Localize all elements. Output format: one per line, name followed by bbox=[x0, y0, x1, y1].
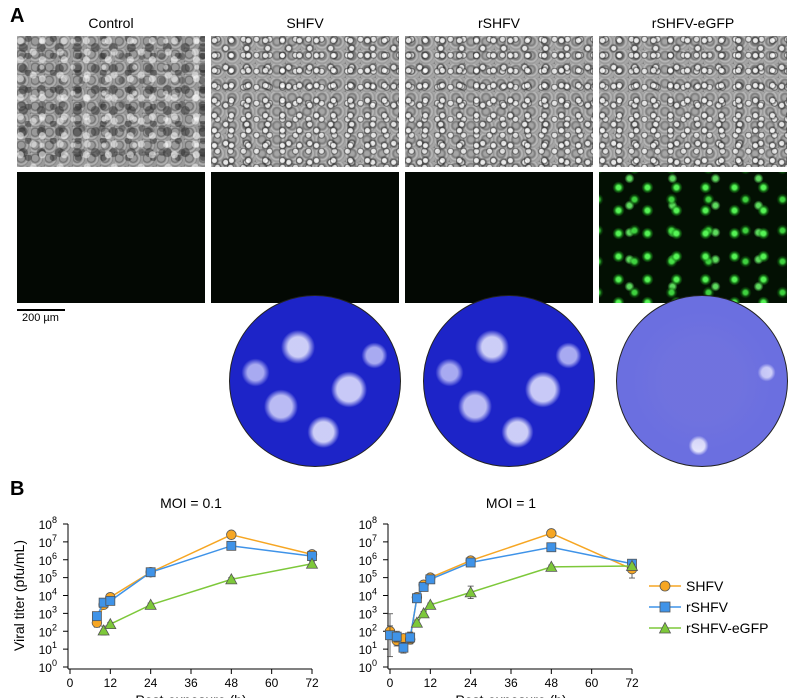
y-tick-label: 108 bbox=[359, 515, 377, 532]
legend-marker-rshfv-egfp bbox=[649, 621, 681, 633]
y-tick-label: 106 bbox=[39, 551, 57, 568]
y-tick-label: 106 bbox=[359, 551, 377, 568]
fluorescence-image-rshfv-egfp bbox=[599, 172, 787, 303]
phase-image-shfv bbox=[211, 36, 399, 167]
legend-marker-shfv bbox=[649, 580, 681, 591]
phase-image-rshfv-egfp bbox=[599, 36, 787, 167]
series-line-rshfv-egfp bbox=[103, 562, 313, 632]
data-point-rshfv bbox=[105, 595, 116, 606]
data-point-rshfv bbox=[391, 631, 402, 642]
chart-title: MOI = 0.1 bbox=[160, 495, 222, 511]
x-tick-label: 60 bbox=[585, 676, 599, 690]
y-tick-label: 103 bbox=[39, 604, 57, 621]
x-tick-label: 0 bbox=[67, 676, 74, 690]
data-point-rshfv-egfp bbox=[410, 616, 424, 628]
legend-marker-rshfv bbox=[649, 601, 681, 612]
y-tick-label: 108 bbox=[39, 515, 57, 532]
panel-a-label: A bbox=[10, 5, 25, 27]
data-point-rshfv-egfp bbox=[545, 560, 558, 572]
x-tick-label: 0 bbox=[387, 676, 394, 690]
data-point-rshfv-egfp bbox=[424, 598, 437, 610]
fluorescence-image-control bbox=[17, 172, 205, 303]
series-line-rshfv-egfp bbox=[416, 565, 633, 624]
legend-item-shfv: SHFV bbox=[648, 575, 793, 596]
x-tick-label: 60 bbox=[265, 676, 279, 690]
y-tick-label: 107 bbox=[39, 533, 57, 550]
y-tick-label: 101 bbox=[39, 640, 57, 657]
y-tick-label: 102 bbox=[39, 622, 57, 639]
series-line-rshfv bbox=[96, 545, 313, 617]
fluorescence-image-rshfv bbox=[405, 172, 593, 303]
x-tick-label: 24 bbox=[144, 676, 158, 690]
column-label-rshfv: rSHFV bbox=[478, 15, 520, 31]
x-tick-label: 36 bbox=[184, 676, 198, 690]
data-point-rshfv bbox=[226, 540, 237, 551]
series-line-shfv bbox=[96, 533, 313, 623]
data-point-rshfv-egfp bbox=[305, 557, 319, 569]
data-point-rshfv-egfp bbox=[464, 586, 477, 598]
legend-label-rshfv: rSHFV bbox=[686, 598, 728, 615]
y-tick-label: 104 bbox=[39, 587, 57, 604]
x-tick-label: 12 bbox=[424, 676, 438, 690]
data-point-rshfv bbox=[91, 611, 102, 622]
data-point-rshfv bbox=[145, 567, 156, 578]
data-point-rshfv bbox=[546, 542, 557, 553]
data-point-rshfv bbox=[411, 593, 422, 604]
y-tick-label: 105 bbox=[39, 569, 57, 586]
data-point-rshfv bbox=[425, 574, 436, 585]
scale-bar bbox=[17, 309, 65, 311]
column-label-control: Control bbox=[88, 15, 134, 31]
y-tick-label: 103 bbox=[359, 604, 377, 621]
legend-label-rshfv-egfp: rSHFV-eGFP bbox=[686, 619, 769, 636]
data-point-rshfv-egfp bbox=[225, 573, 238, 585]
y-tick-label: 107 bbox=[359, 533, 377, 550]
data-point-shfv bbox=[226, 529, 237, 540]
plaque-assay-rshfv bbox=[423, 295, 595, 467]
y-tick-label: 104 bbox=[359, 587, 377, 604]
data-point-shfv bbox=[546, 528, 557, 539]
y-tick-label: 100 bbox=[39, 658, 57, 675]
data-point-rshfv-egfp bbox=[144, 598, 157, 610]
data-point-rshfv-egfp bbox=[417, 607, 430, 619]
x-axis-label: Post-exposure (h) bbox=[135, 692, 246, 698]
legend-label-shfv: SHFV bbox=[686, 577, 724, 594]
plaque-assay-shfv bbox=[229, 295, 401, 467]
x-tick-label: 36 bbox=[504, 676, 518, 690]
x-tick-label: 12 bbox=[104, 676, 118, 690]
plaque-assay-rshfv-egfp bbox=[616, 295, 788, 467]
y-tick-label: 101 bbox=[359, 640, 377, 657]
y-tick-label: 102 bbox=[359, 622, 377, 639]
x-tick-label: 72 bbox=[305, 676, 319, 690]
x-tick-label: 48 bbox=[225, 676, 239, 690]
column-label-shfv: SHFV bbox=[286, 15, 324, 31]
data-point-rshfv-egfp bbox=[97, 624, 110, 636]
data-point-rshfv-egfp bbox=[104, 617, 117, 630]
data-point-rshfv bbox=[465, 557, 476, 568]
legend-item-rshfv-egfp: rSHFV-eGFP bbox=[648, 617, 793, 638]
phase-image-rshfv bbox=[405, 36, 593, 167]
panel-b-label: B bbox=[10, 478, 25, 500]
legend-item-rshfv: rSHFV bbox=[648, 596, 793, 617]
data-point-rshfv bbox=[405, 632, 416, 643]
data-point-rshfv bbox=[418, 582, 429, 592]
series-line-rshfv bbox=[389, 546, 633, 650]
chart-title: MOI = 1 bbox=[486, 495, 536, 511]
column-label-rshfv-egfp: rSHFV-eGFP bbox=[651, 15, 735, 31]
x-tick-label: 24 bbox=[464, 676, 478, 690]
data-point-rshfv-egfp bbox=[625, 559, 639, 571]
y-axis-label: Viral titer (pfu/mL) bbox=[11, 540, 27, 651]
scale-bar-label: 200 µm bbox=[22, 312, 59, 324]
x-axis-label: Post-exposure (h) bbox=[455, 692, 566, 698]
y-tick-label: 100 bbox=[359, 658, 377, 675]
y-tick-label: 105 bbox=[359, 569, 377, 586]
data-point-rshfv bbox=[398, 642, 409, 653]
fluorescence-image-shfv bbox=[211, 172, 399, 303]
x-tick-label: 72 bbox=[625, 676, 639, 690]
x-tick-label: 48 bbox=[545, 676, 559, 690]
legend: SHFV rSHFV rSHFV-eGFP bbox=[648, 575, 793, 638]
phase-image-control bbox=[17, 36, 205, 167]
